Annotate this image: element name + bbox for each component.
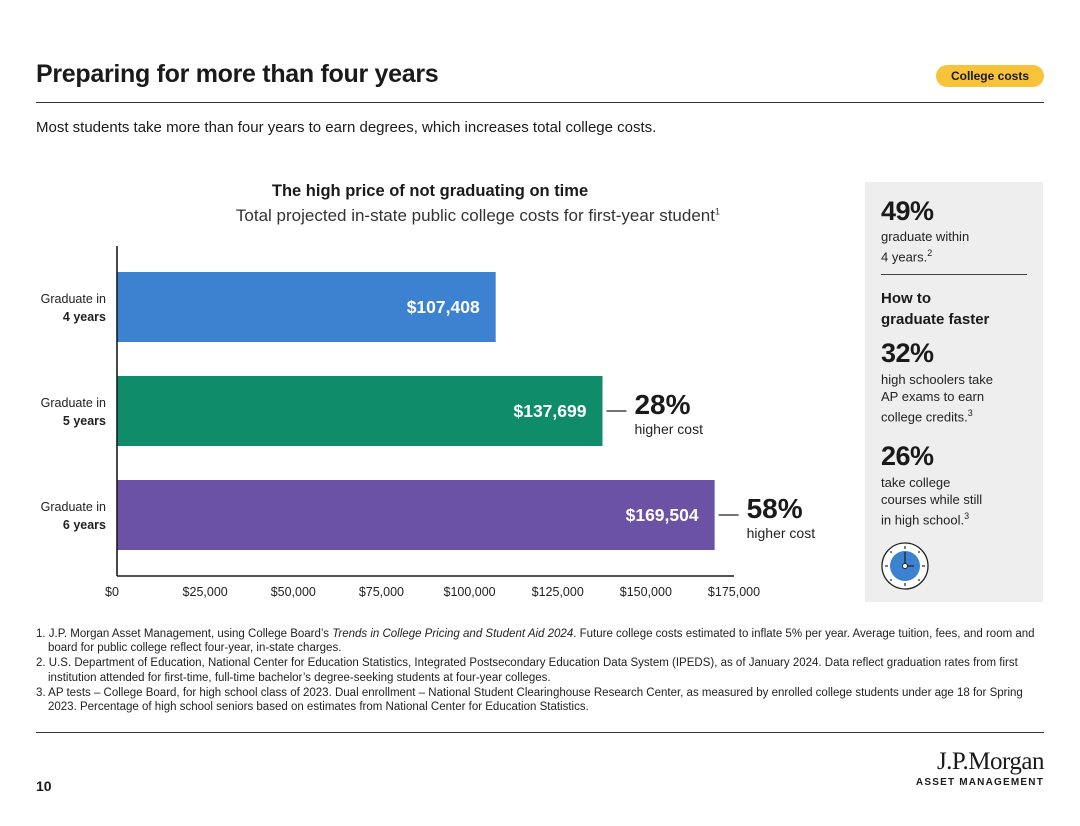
stat3-line-c-text: in high school. (881, 512, 965, 528)
stat-ap-exams: 32% (881, 338, 934, 368)
stat-dual-enrollment-text: take college courses while still in high… (881, 474, 1031, 528)
x-tick-label: $100,000 (444, 585, 496, 599)
heading-line-b: graduate faster (881, 311, 990, 328)
logo-wordmark: J.P.Morgan (936, 748, 1045, 775)
stat3-line-a: take college (881, 475, 951, 490)
x-tick-label: $75,000 (359, 585, 404, 599)
logo-subtitle: ASSET MANAGEMENT (915, 777, 1044, 788)
chart-subtitle-text: Total projected in-state public college … (235, 206, 715, 225)
sidebar-divider (881, 274, 1027, 275)
category-label-line2: 4 years (63, 310, 106, 324)
stat-ap-exams-text: high schoolers take AP exams to earn col… (881, 371, 1031, 425)
callout-text: higher cost (634, 421, 703, 437)
x-tick-label: $0 (105, 585, 119, 599)
bar-6-years (117, 480, 715, 550)
stat1-line-b-text: 4 years. (881, 249, 928, 265)
stat3-line-c: in high school.3 (881, 508, 1031, 528)
footnote-1-post: . Future college costs estimated to infl… (48, 628, 1035, 655)
footnote-1: 1. J.P. Morgan Asset Management, using C… (36, 627, 1046, 655)
category-label-line1: Graduate in (41, 396, 106, 410)
college-costs-badge: College costs (935, 65, 1044, 87)
bar-5-years (117, 376, 603, 446)
callout-percent: 28% (634, 389, 690, 420)
bar-chart: $107,408 Graduate in 4 years $137,699 Gradua… (41, 246, 816, 599)
chart-title: The high price of not graduating on time (271, 182, 589, 200)
header-divider (36, 102, 1044, 103)
stat3-line-b: courses while still (881, 492, 983, 507)
x-tick-label: $175,000 (708, 585, 760, 599)
stat-graduate-4yr: 49% (881, 196, 934, 226)
footnote-2: 2. U.S. Department of Education, Nationa… (36, 657, 1018, 684)
footnote-3: 3. AP tests – College Board, for high sc… (36, 686, 1023, 714)
how-to-heading: How to graduate faster (881, 288, 1031, 330)
page-subtitle: Most students take more than four years … (36, 119, 657, 136)
page-number: 10 (36, 778, 52, 794)
stat1-line-b: 4 years.2 (881, 245, 1031, 265)
stat-graduate-4yr-text: graduate within 4 years.2 (881, 228, 1031, 265)
x-tick-label: $50,000 (271, 585, 316, 599)
jpmorgan-logo: J.P.Morgan ASSET MANAGEMENT (915, 748, 1045, 788)
page-title: Preparing for more than four years (36, 60, 439, 88)
stat-dual-enrollment: 26% (881, 441, 934, 471)
category-label-line2: 5 years (63, 414, 106, 428)
bar-value-label: $107,408 (407, 297, 480, 317)
bar-4-years (117, 272, 496, 342)
chart-subtitle-footnote: 1 (714, 206, 720, 217)
footnotes: 1. J.P. Morgan Asset Management, using C… (36, 627, 1046, 715)
category-label-line1: Graduate in (41, 500, 106, 514)
stat2-line-b: AP exams to earn (881, 389, 985, 404)
heading-line-a: How to (881, 290, 931, 307)
bar-value-label: $137,699 (513, 401, 586, 421)
footnote-1-pre: 1. J.P. Morgan Asset Management, using C… (36, 628, 333, 640)
bar-value-label: $169,504 (626, 505, 699, 525)
x-tick-label: $125,000 (532, 585, 584, 599)
category-label-line2: 6 years (63, 518, 106, 532)
stat2-footnote: 3 (967, 408, 973, 418)
callout-text: higher cost (747, 525, 816, 541)
footnote-1-title: Trends in College Pricing and Student Ai… (332, 628, 574, 640)
stat1-footnote: 2 (927, 248, 933, 258)
x-tick-label: $25,000 (183, 585, 228, 599)
stat1-line-a: graduate within (881, 229, 970, 244)
chart-subtitle: Total projected in-state public college … (120, 206, 720, 226)
footer-divider (36, 732, 1044, 733)
clock-icon (881, 542, 929, 590)
callout-percent: 58% (747, 493, 803, 524)
category-label-line1: Graduate in (41, 292, 106, 306)
sidebar-panel: 49% graduate within 4 years.2 How to gra… (865, 182, 1043, 602)
stat2-line-c: college credits.3 (881, 405, 1031, 425)
x-tick-label: $150,000 (620, 585, 672, 599)
stat2-line-a: high schoolers take (881, 372, 994, 387)
stat3-footnote: 3 (964, 511, 970, 521)
stat2-line-c-text: college credits. (881, 409, 968, 425)
